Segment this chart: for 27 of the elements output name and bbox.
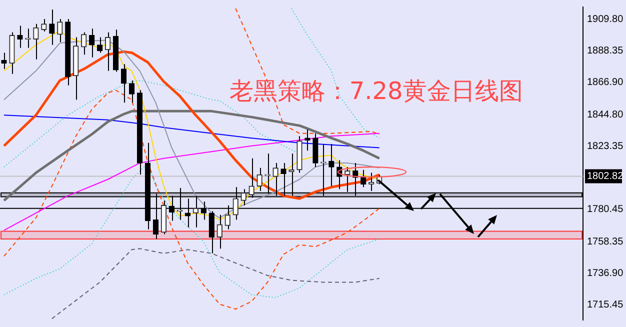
- candlestick: [97, 36, 103, 54]
- y-tick-label: 1823.35: [587, 140, 624, 152]
- candlestick: [57, 18, 63, 43]
- y-tick-label: 1888.35: [587, 45, 624, 56]
- candlestick: [216, 214, 222, 250]
- line-series: [51, 248, 380, 320]
- candlestick: [312, 132, 318, 168]
- candlestick: [328, 143, 334, 187]
- candlestick: [120, 64, 127, 104]
- candlestick: [33, 23, 39, 60]
- candlestick: [17, 25, 23, 48]
- candlestick: [89, 28, 95, 58]
- candlestick: [104, 32, 111, 72]
- candlestick: [49, 9, 55, 46]
- y-tick-label: 1909.80: [587, 14, 624, 25]
- candlestick: [304, 129, 310, 152]
- candlestick: [128, 80, 135, 104]
- y-tick-label: 1866.90: [587, 76, 624, 88]
- y-tick-label: 1780.45: [587, 204, 624, 215]
- y-tick-label: 1715.45: [587, 299, 624, 310]
- candlestick: [1, 52, 7, 70]
- candlestick: [208, 210, 214, 254]
- y-tick-label: 1736.90: [587, 268, 624, 279]
- y-tick-label: 1844.80: [587, 109, 624, 120]
- candlestick: [41, 18, 47, 32]
- y-tick-label: 1758.35: [587, 236, 624, 248]
- candlestick: [81, 32, 87, 56]
